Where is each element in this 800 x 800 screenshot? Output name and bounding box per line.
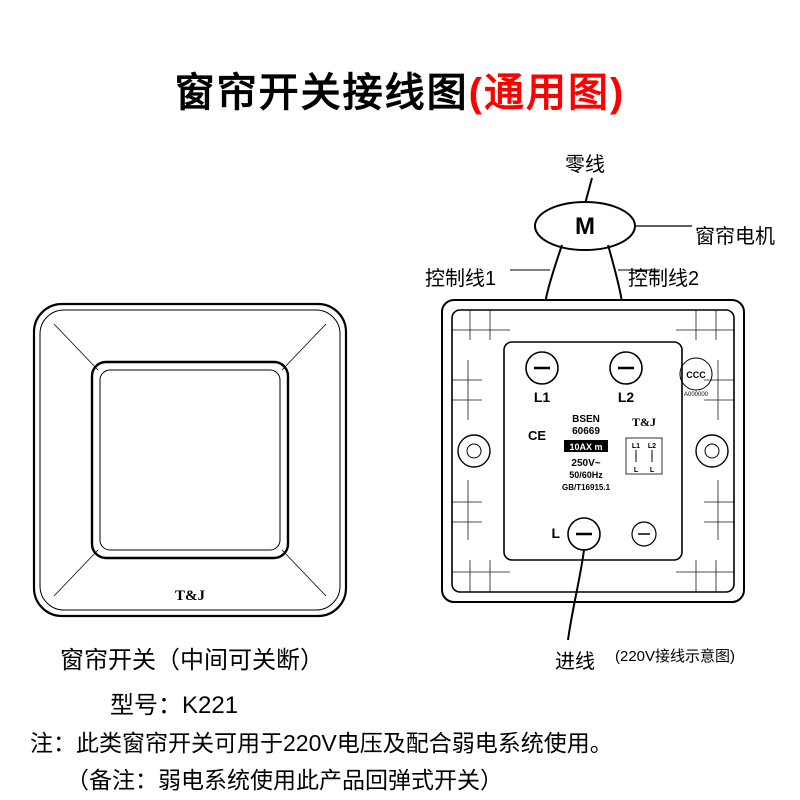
back-plate: L1 L2 L CE BSEN 60669 10AX m 250V~ 50/60… <box>442 300 744 602</box>
switch-front-view: T&J <box>30 300 350 620</box>
notes: 注：此类窗帘开关可用于220V电压及配合弱电系统使用。 （备注：弱电系统使用此产… <box>30 725 613 799</box>
note-line2: （备注：弱电系统使用此产品回弹式开关） <box>66 762 613 799</box>
svg-text:BSEN: BSEN <box>572 414 600 425</box>
svg-text:250V~: 250V~ <box>571 458 600 469</box>
svg-text:A000000: A000000 <box>684 392 709 398</box>
ce-mark: CE <box>528 428 546 443</box>
switch-back-view: M <box>400 140 790 660</box>
page-title: 窗帘开关接线图(通用图) <box>0 60 800 118</box>
front-model: 型号：K221 <box>110 685 238 720</box>
motor-symbol: M <box>575 213 595 240</box>
svg-text:CCC: CCC <box>686 370 706 380</box>
title-sub: (通用图) <box>469 71 626 115</box>
svg-text:L: L <box>551 525 560 541</box>
svg-text:L2: L2 <box>618 389 635 405</box>
svg-text:GB/T16915.1: GB/T16915.1 <box>562 483 611 492</box>
brand-text: T&J <box>175 588 206 604</box>
svg-text:L1: L1 <box>632 443 640 450</box>
svg-text:L1: L1 <box>534 389 551 405</box>
note-line1: 注：此类窗帘开关可用于220V电压及配合弱电系统使用。 <box>30 725 613 762</box>
svg-text:10AX m: 10AX m <box>569 442 602 452</box>
svg-text:T&J: T&J <box>632 415 656 429</box>
title-main: 窗帘开关接线图 <box>175 71 469 115</box>
svg-text:L: L <box>650 467 655 474</box>
svg-text:L2: L2 <box>648 443 656 450</box>
svg-text:60669: 60669 <box>572 426 600 437</box>
svg-text:50/60Hz: 50/60Hz <box>569 470 603 480</box>
svg-text:L: L <box>634 467 639 474</box>
front-caption: 窗帘开关（中间可关断） <box>60 640 324 675</box>
